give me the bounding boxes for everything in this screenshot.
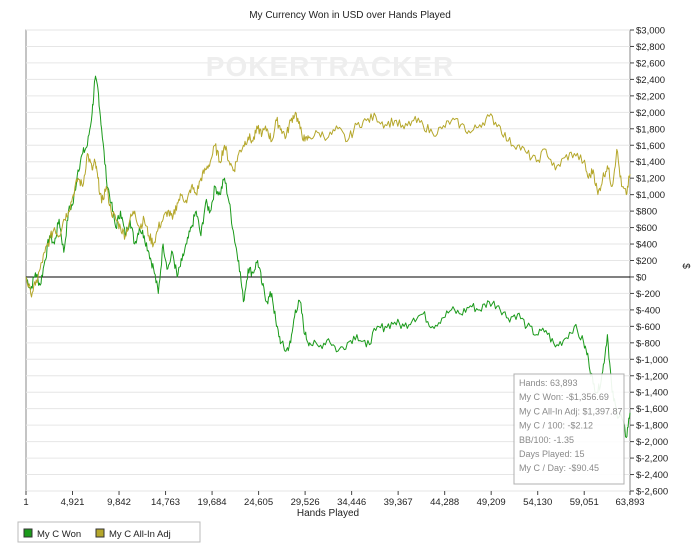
x-tick-label: 39,367 <box>384 497 413 508</box>
y-tick-label: $-2,200 <box>636 454 668 465</box>
y-tick-label: $-1,800 <box>636 421 668 432</box>
y-tick-label: $-1,000 <box>636 355 668 366</box>
y-tick-label: $3,000 <box>636 26 665 37</box>
y-tick-label: $-1,600 <box>636 404 668 415</box>
y-tick-label: $1,400 <box>636 157 665 168</box>
legend-box <box>17 521 201 543</box>
x-tick-label: 49,209 <box>477 497 506 508</box>
tooltip-line: My C / 100: -$2.12 <box>519 421 593 431</box>
x-tick-label: 19,684 <box>198 497 227 508</box>
y-tick-label: $-400 <box>636 305 660 316</box>
x-tick-label: 4,921 <box>61 497 85 508</box>
y-tick-label: $-800 <box>636 338 660 349</box>
x-tick-label: 24,605 <box>244 497 273 508</box>
tooltip-line: My C All-In Adj: $1,397.87 <box>519 406 623 416</box>
x-tick-label: 63,893 <box>615 497 644 508</box>
y-tick-label: $2,000 <box>636 108 665 119</box>
tooltip-line: My C / Day: -$90.45 <box>519 463 599 473</box>
y-tick-label: $1,600 <box>636 141 665 152</box>
chart-title: My Currency Won in USD over Hands Played <box>249 10 451 21</box>
legend-label-my-c-all-in-adj[interactable]: My C All-In Adj <box>109 529 171 540</box>
series-lines <box>25 75 631 438</box>
y-tick-label: $600 <box>636 223 657 234</box>
y-tick-label: $-1,200 <box>636 371 668 382</box>
x-tick-label: 44,288 <box>430 497 459 508</box>
y-tick-label: $2,400 <box>636 75 665 86</box>
tooltip-box <box>513 373 625 485</box>
y-tick-label: $200 <box>636 256 657 267</box>
x-axis: 1 4,921 9,842 14,763 19,684 24,605 29,526 34,44… <box>23 491 645 508</box>
y-tick-label: $-2,000 <box>636 437 668 448</box>
y-tick-label: $-2,400 <box>636 470 668 481</box>
y-tick-label: $-1,400 <box>636 388 668 399</box>
y-tick-label: $-200 <box>636 289 660 300</box>
watermark: POKERTRACKER <box>206 51 454 82</box>
y-tick-label: $2,200 <box>636 91 665 102</box>
y-tick-label: $1,200 <box>636 174 665 185</box>
y-tick-label: $2,600 <box>636 58 665 69</box>
x-tick-label: 9,842 <box>107 497 131 508</box>
series-line-my-c-won <box>25 75 631 438</box>
y-tick-label: $0 <box>636 272 647 283</box>
x-tick-label: 54,130 <box>523 497 552 508</box>
y-tick-label: $1,800 <box>636 124 665 135</box>
hover-tooltip: Hands: 63,893 My C Won: -$1,356.69 My C Al… <box>513 373 625 485</box>
tooltip-line: Hands: 63,893 <box>519 378 578 388</box>
y-axis-label: $ <box>680 263 691 269</box>
series-line-my-c-all-in-adj <box>25 111 631 298</box>
x-axis-label: Hands Played <box>297 508 359 519</box>
x-tick-label: 34,446 <box>337 497 366 508</box>
legend-swatch-my-c-won[interactable] <box>23 528 33 538</box>
tooltip-line: BB/100: -1.35 <box>519 435 574 445</box>
tooltip-line: My C Won: -$1,356.69 <box>519 392 609 402</box>
y-tick-label: $2,800 <box>636 42 665 53</box>
y-tick-label: $800 <box>636 207 657 218</box>
grid <box>26 29 630 492</box>
tooltip-line: Days Played: 15 <box>519 449 585 459</box>
y-axis: $3,000 $2,800 $2,600 $2,400 $2,200 $2,000 $1,8… <box>630 26 668 498</box>
y-tick-label: $-2,600 <box>636 487 668 498</box>
x-tick-label: 1 <box>23 497 28 508</box>
x-tick-label: 14,763 <box>151 497 180 508</box>
legend-swatch-my-c-all-in-adj[interactable] <box>95 528 105 538</box>
legend-label-my-c-won[interactable]: My C Won <box>37 529 81 540</box>
legend: My C Won My C All-In Adj <box>17 521 201 543</box>
y-tick-label: $400 <box>636 240 657 251</box>
x-tick-label: 59,051 <box>570 497 599 508</box>
y-tick-label: $-600 <box>636 322 660 333</box>
y-tick-label: $1,000 <box>636 190 665 201</box>
x-tick-label: 29,526 <box>291 497 320 508</box>
